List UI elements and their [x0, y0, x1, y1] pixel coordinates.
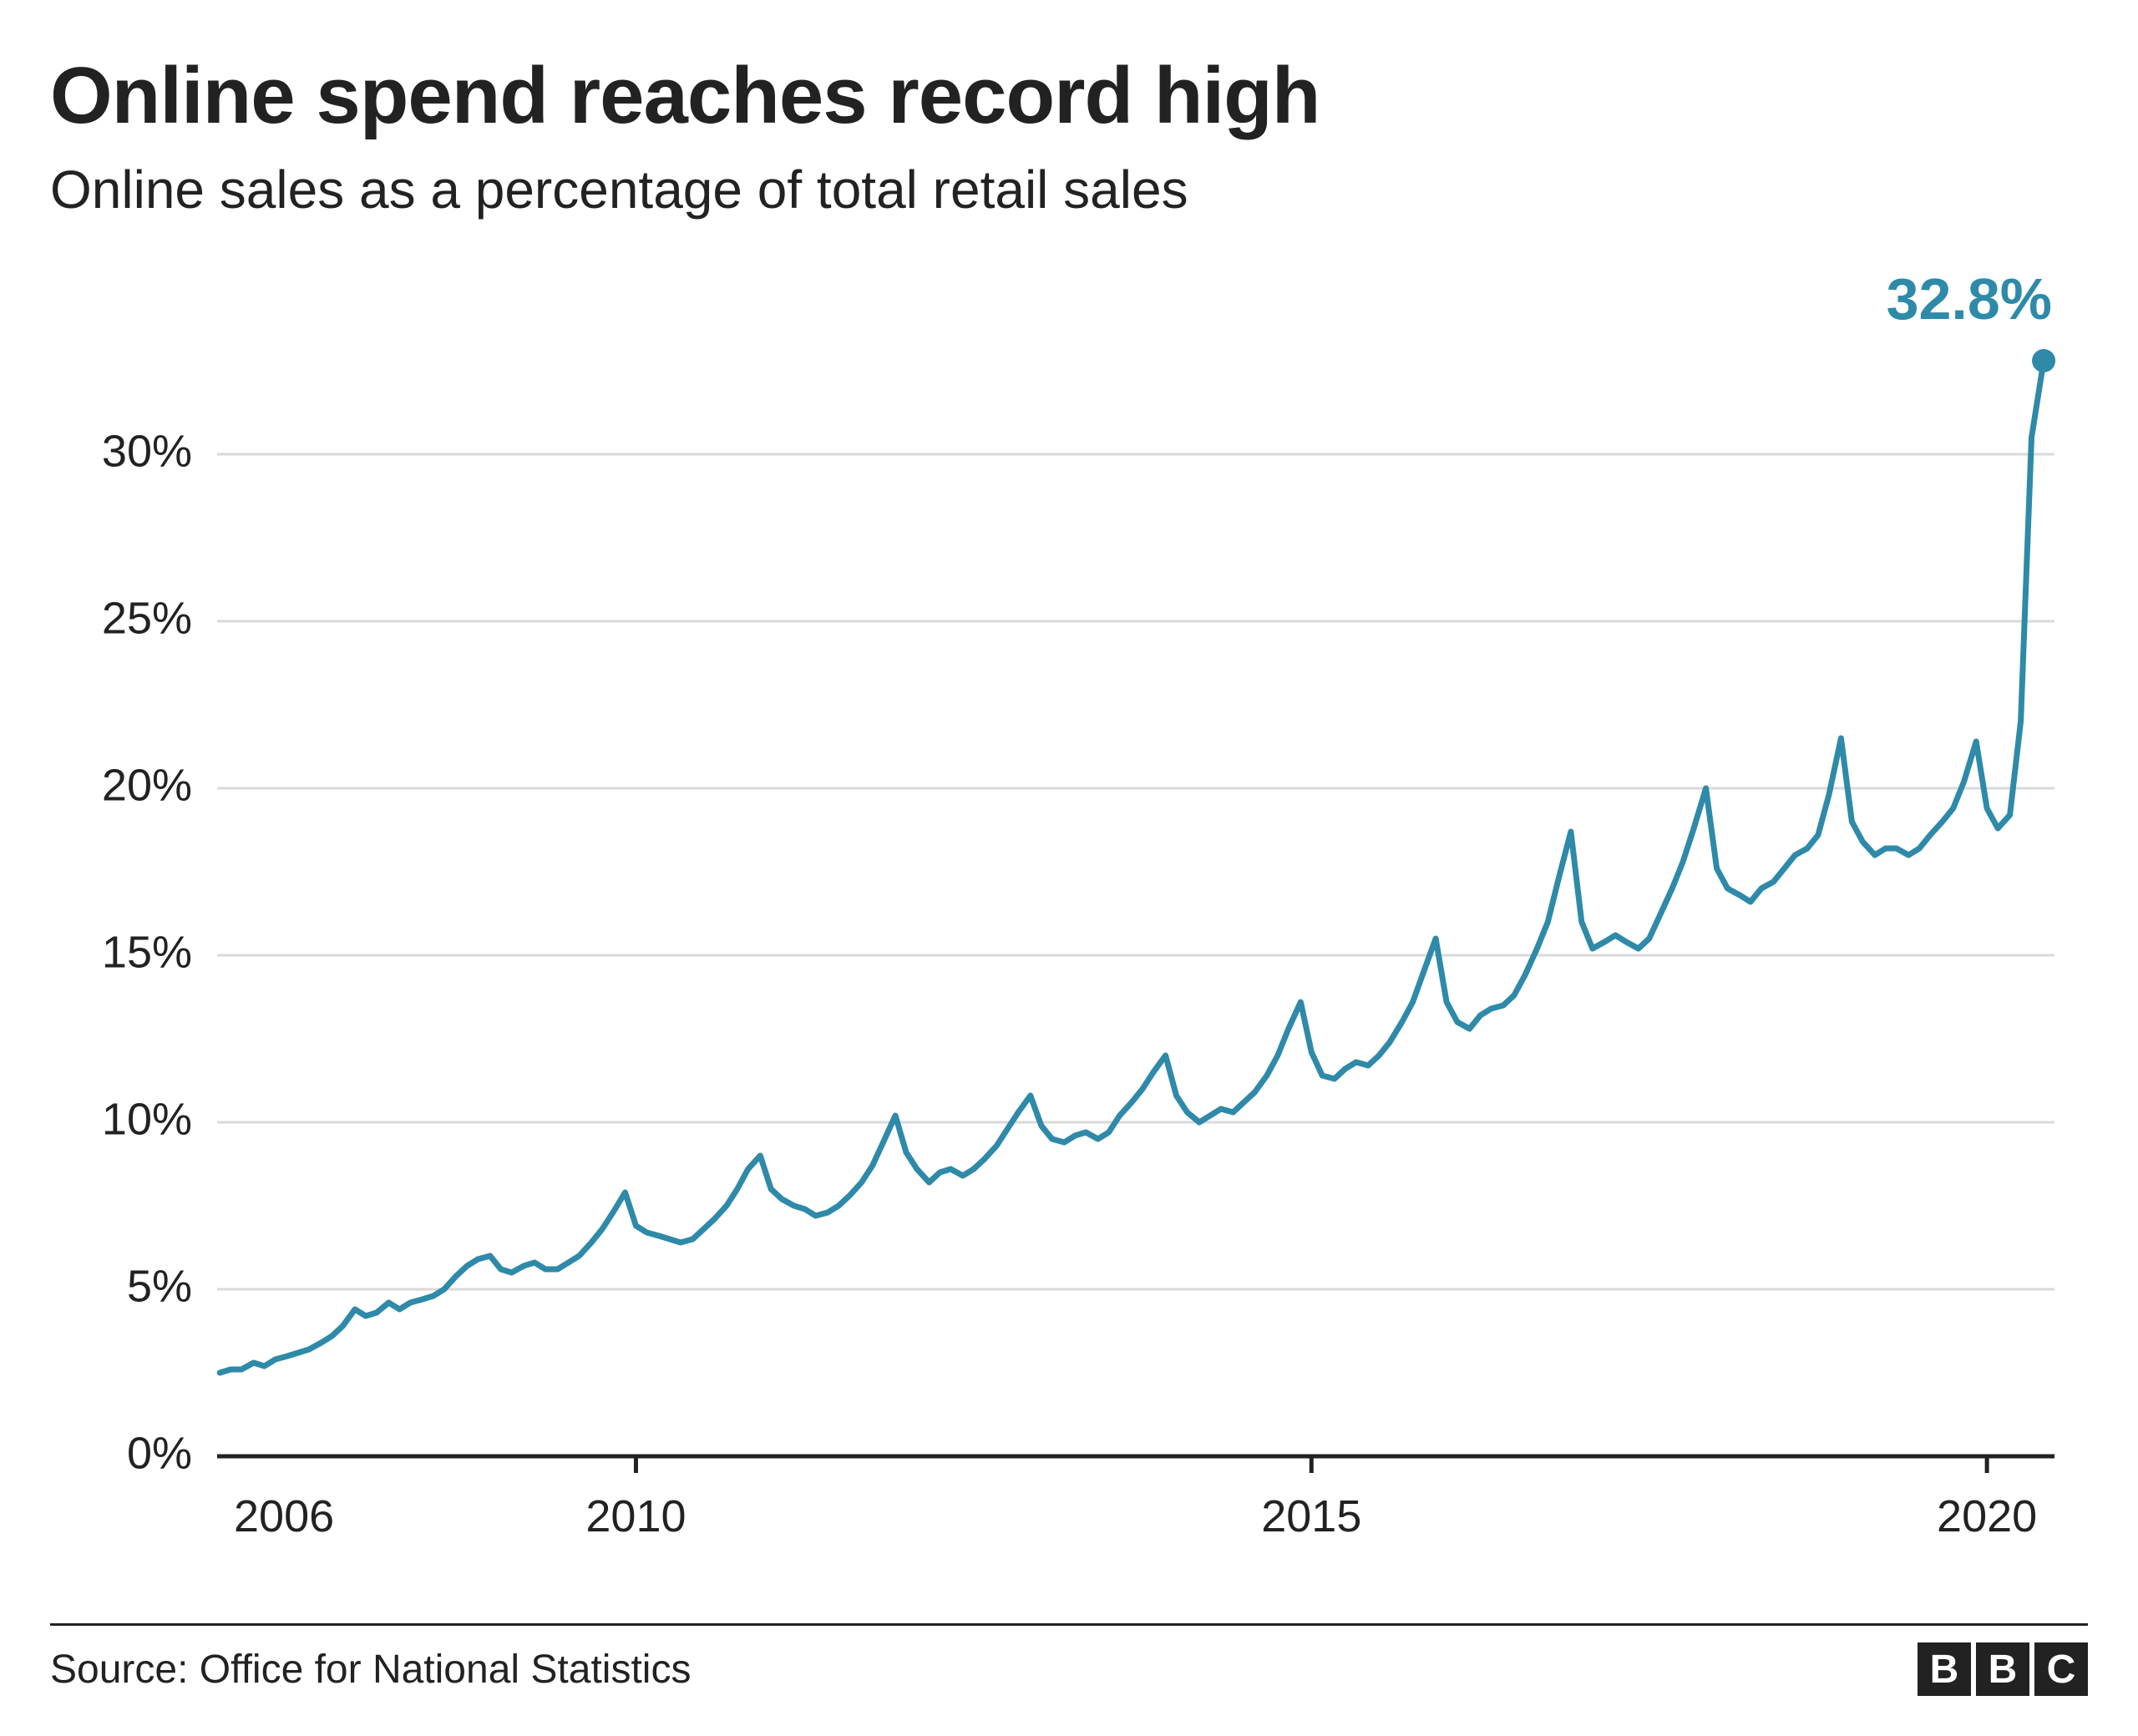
svg-text:2010: 2010 — [585, 1491, 686, 1541]
chart-plot-area: 0% 5% 10% 15% 20% 25% 30% 2006 2010 2015 2020 32.8% — [50, 254, 2088, 1623]
chart-title: Online spend reaches record high — [50, 50, 2088, 142]
bbc-logo-letter: B — [1976, 1642, 2029, 1696]
bbc-logo: B B C — [1918, 1642, 2088, 1696]
svg-text:0%: 0% — [127, 1428, 192, 1478]
chart-subtitle: Online sales as a percentage of total re… — [50, 159, 2088, 220]
svg-text:2006: 2006 — [234, 1491, 334, 1541]
svg-text:20%: 20% — [102, 760, 192, 810]
line-chart-svg: 0% 5% 10% 15% 20% 25% 30% 2006 2010 2015 2020 32.8% — [50, 254, 2088, 1623]
svg-text:10%: 10% — [102, 1094, 192, 1144]
bbc-logo-letter: B — [1918, 1642, 1971, 1696]
chart-footer: Source: Office for National Statistics B… — [50, 1623, 2088, 1696]
bbc-logo-letter: C — [2034, 1642, 2088, 1696]
svg-text:30%: 30% — [102, 426, 192, 476]
svg-text:2020: 2020 — [1937, 1491, 2037, 1541]
svg-text:5%: 5% — [127, 1261, 192, 1311]
svg-text:32.8%: 32.8% — [1887, 266, 2052, 332]
svg-text:25%: 25% — [102, 593, 192, 643]
chart-container: Online spend reaches record high Online … — [0, 0, 2138, 1736]
source-attribution: Source: Office for National Statistics — [50, 1647, 691, 1693]
svg-text:15%: 15% — [102, 927, 192, 977]
svg-text:2015: 2015 — [1261, 1491, 1361, 1541]
